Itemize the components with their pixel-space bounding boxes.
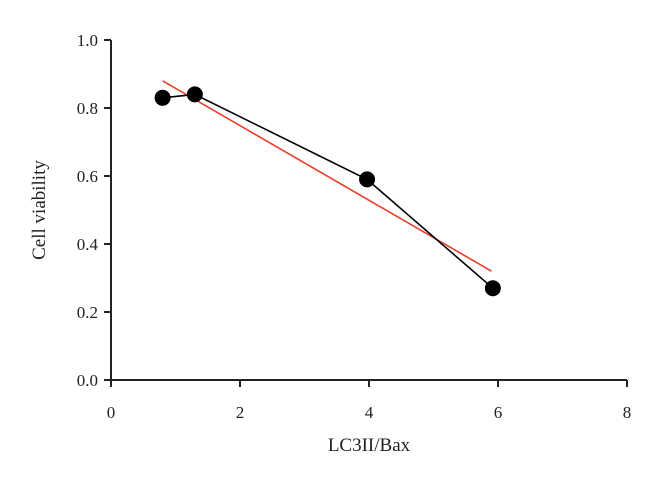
fit-line-group [162,80,492,272]
x-axis-title: LC3II/Bax [328,435,411,456]
x-tick-label: 0 [107,403,116,422]
y-ticks: 0.0 0.2 0.4 0.6 0.8 1.0 [77,31,111,390]
y-axis-title: Cell viability [29,160,50,260]
x-tick-label: 2 [236,403,245,422]
data-point [154,89,171,106]
series-group [154,86,501,297]
series-line [162,93,494,289]
data-point [186,86,203,103]
y-tick-label: 0.0 [77,371,98,390]
x-tick-label: 4 [365,403,374,422]
x-tick-label: 6 [494,403,503,422]
data-point [484,280,501,297]
x-tick-label: 8 [623,403,632,422]
y-tick-label: 0.6 [77,167,98,186]
y-tick-label: 0.4 [77,235,99,254]
y-tick-label: 0.8 [77,99,98,118]
trend-line [162,80,492,272]
data-point [359,171,376,188]
x-ticks: 0 2 4 6 8 [107,380,632,422]
y-tick-label: 1.0 [77,31,98,50]
y-tick-label: 0.2 [77,303,98,322]
